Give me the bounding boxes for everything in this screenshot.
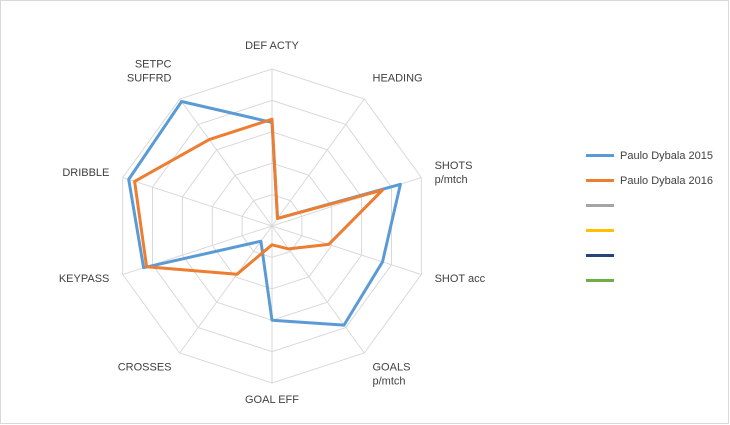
legend: Paulo Dybala 2015 Paulo Dybala 2016 xyxy=(586,143,726,293)
legend-entry xyxy=(586,243,726,268)
legend-entry xyxy=(586,268,726,293)
legend-swatch xyxy=(586,179,614,182)
axis-label: HEADING xyxy=(373,73,423,85)
legend-label: Paulo Dybala 2015 xyxy=(620,149,713,162)
axis-label: DEF ACTY xyxy=(245,40,299,52)
series-line xyxy=(133,117,384,276)
legend-entry: Paulo Dybala 2016 xyxy=(586,168,726,193)
legend-swatch xyxy=(586,204,614,207)
legend-swatch xyxy=(586,229,614,232)
axis-label: KEYPASS xyxy=(59,273,110,285)
axis-label: SETPC SUFFRD xyxy=(127,59,172,85)
legend-swatch xyxy=(586,279,614,282)
axis-label: SHOTS p/mtch xyxy=(435,160,473,186)
grid-spoke xyxy=(271,225,422,275)
axis-label: SHOT acc xyxy=(435,273,486,285)
legend-swatch xyxy=(586,154,614,157)
axis-label: DRIBBLE xyxy=(62,167,109,179)
grid-spoke xyxy=(179,225,273,354)
legend-entry xyxy=(586,218,726,243)
legend-swatch xyxy=(586,254,614,257)
grid-spoke xyxy=(179,98,273,227)
legend-label: Paulo Dybala 2016 xyxy=(620,174,713,187)
grid-spoke xyxy=(271,98,365,227)
axis-label: GOAL EFF xyxy=(245,394,299,406)
legend-entry xyxy=(586,193,726,218)
grid-spoke xyxy=(122,177,273,227)
axis-label: GOALS p/mtch xyxy=(373,361,411,387)
axis-label: CROSSES xyxy=(118,361,172,373)
legend-entry: Paulo Dybala 2015 xyxy=(586,143,726,168)
